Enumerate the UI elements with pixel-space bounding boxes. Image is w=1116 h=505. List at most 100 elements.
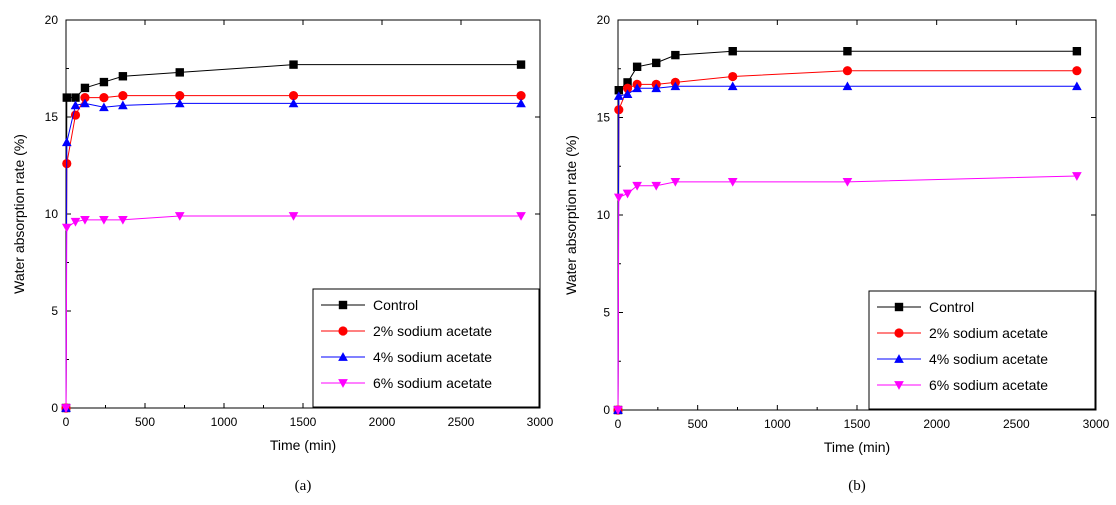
data-point: [843, 47, 852, 56]
legend-label: 4% sodium acetate: [373, 349, 492, 365]
legend-label: 4% sodium acetate: [929, 351, 1048, 367]
y-tick-label: 15: [45, 110, 59, 124]
series-2: [61, 98, 526, 412]
data-point: [727, 81, 738, 91]
data-point: [1072, 172, 1082, 181]
data-point: [728, 47, 737, 56]
data-point: [842, 81, 853, 91]
data-point: [289, 60, 298, 69]
data-point: [118, 91, 128, 101]
x-tick-label: 1000: [764, 417, 791, 431]
data-point: [80, 98, 90, 108]
data-point: [99, 77, 109, 87]
y-tick-label: 5: [603, 306, 610, 320]
data-point: [671, 50, 680, 60]
data-point: [70, 100, 81, 110]
chart-panel-b: 0 500 1000 1500 2000 2500 3000 0 5 10 15 20 Time (mi…: [563, 13, 1110, 455]
data-point: [118, 72, 128, 81]
y-tick-label: 0: [603, 403, 610, 417]
y-tick-label: 5: [51, 304, 58, 318]
data-point: [632, 181, 642, 191]
x-tick-label: 1500: [844, 417, 871, 431]
data-point: [613, 193, 624, 203]
data-point: [614, 86, 623, 95]
caption-b: (b): [848, 478, 866, 494]
data-point: [61, 223, 72, 233]
legend-marker: [894, 302, 904, 312]
data-point: [622, 89, 633, 98]
x-tick-label: 2000: [923, 417, 950, 431]
y-axis-label: Water absorption rate (%): [563, 135, 579, 295]
data-point: [174, 98, 185, 108]
data-point: [842, 177, 853, 187]
data-point: [62, 93, 71, 102]
data-point: [651, 83, 662, 93]
data-point: [99, 93, 109, 103]
data-point: [99, 102, 109, 112]
data-point: [613, 406, 623, 415]
data-point: [632, 62, 642, 71]
x-tick-label: 500: [688, 417, 708, 431]
legend-label: 6% sodium acetate: [929, 377, 1048, 393]
series-0: [613, 47, 1082, 415]
x-axis-label: Time (min): [824, 439, 890, 455]
x-tick-label: 0: [63, 415, 70, 429]
data-point: [61, 137, 72, 147]
data-point: [61, 404, 71, 413]
x-tick-label: 500: [135, 415, 155, 429]
y-tick-label: 15: [597, 111, 611, 125]
data-point: [651, 181, 662, 191]
data-point: [613, 91, 624, 100]
data-point: [670, 177, 681, 187]
data-point: [728, 71, 738, 82]
legend-marker: [338, 352, 348, 361]
chart-panel-a: 0 500 1000 1500 2000 2500 3000 0 5 10 15 20 Time (mi…: [11, 13, 554, 453]
legend-marker: [894, 381, 904, 390]
data-point: [623, 78, 632, 87]
y-axis-label: Water absorption rate (%): [11, 134, 27, 294]
legend: Control 2% sodium acetate 4% sodium acetat…: [312, 288, 540, 408]
data-point: [842, 66, 853, 76]
data-point: [80, 215, 90, 225]
x-tick-label: 2500: [448, 415, 475, 429]
x-tick-label: 1500: [290, 415, 317, 429]
data-point: [288, 212, 299, 221]
legend-marker: [894, 354, 904, 363]
legend-marker: [338, 326, 348, 336]
legend-marker: [338, 379, 348, 388]
data-point: [174, 212, 185, 221]
data-point: [70, 217, 81, 227]
data-point: [99, 215, 109, 225]
legend-box: [868, 290, 1096, 410]
x-tick-label: 3000: [1083, 417, 1110, 431]
data-point: [727, 177, 738, 187]
data-point: [118, 215, 128, 225]
series-3: [613, 172, 1082, 415]
x-tick-label: 1000: [211, 415, 238, 429]
y-tick-label: 10: [597, 208, 611, 222]
data-point: [70, 110, 81, 120]
data-point: [118, 100, 128, 110]
data-point: [1072, 47, 1082, 56]
data-point: [632, 83, 642, 93]
data-point: [80, 93, 90, 103]
data-point: [622, 83, 633, 93]
y-tick-label: 20: [45, 13, 59, 27]
data-point: [288, 91, 299, 101]
data-point: [516, 91, 526, 101]
data-point: [175, 68, 184, 77]
data-point: [652, 58, 661, 68]
y-tick-label: 10: [45, 207, 59, 221]
data-point: [516, 60, 526, 69]
x-tick-label: 3000: [527, 415, 554, 429]
legend-label: Control: [373, 297, 418, 313]
x-tick-label: 2000: [369, 415, 396, 429]
legend-label: Control: [929, 299, 974, 315]
x-tick-label: 2500: [1003, 417, 1030, 431]
data-point: [288, 98, 299, 108]
x-axis-label: Time (min): [270, 437, 336, 453]
legend-label: 2% sodium acetate: [929, 325, 1048, 341]
data-point: [71, 93, 80, 102]
y-tick-label: 20: [597, 13, 611, 27]
